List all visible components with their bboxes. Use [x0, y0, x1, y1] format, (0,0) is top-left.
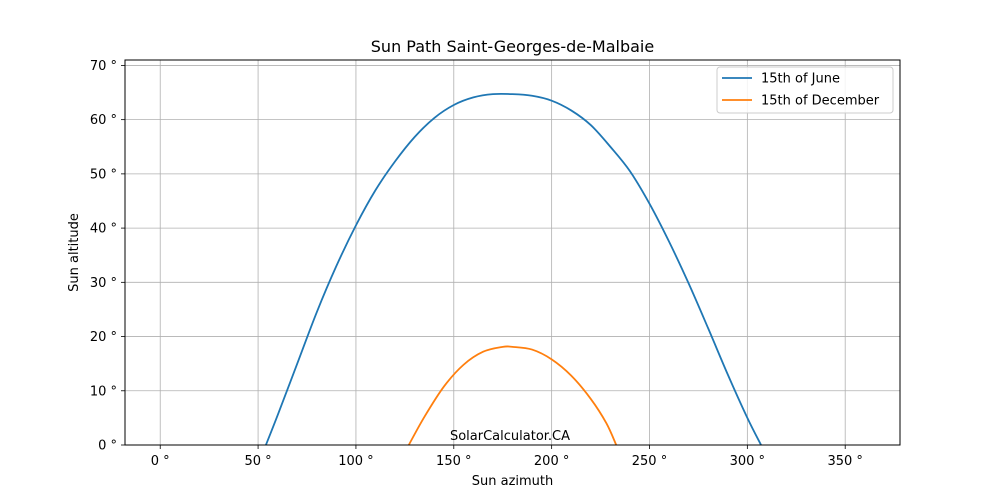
- y-tick-label: 40 °: [90, 222, 117, 237]
- x-tick-label: 250 °: [632, 454, 667, 469]
- y-tick-label: 60 °: [90, 113, 117, 128]
- axis-ticks: 0 ° 50 ° 100 ° 150 ° 200 ° 250 ° 300 ° 350 ° 0 °…: [90, 59, 863, 469]
- x-tick-label: 200 °: [534, 454, 569, 469]
- y-tick-label: 70 °: [90, 59, 117, 74]
- series-lines: [265, 92, 762, 446]
- legend: 15th of June 15th of December: [716, 66, 894, 114]
- legend-box: [716, 66, 894, 114]
- x-axis-label: Sun azimuth: [472, 474, 554, 489]
- y-tick-label: 0 °: [98, 439, 117, 454]
- x-tick-label: 100 °: [338, 454, 373, 469]
- x-tick-label: 300 °: [730, 454, 765, 469]
- watermark-text: SolarCalculator.CA: [450, 429, 570, 444]
- grid: [125, 60, 900, 446]
- legend-label: 15th of June: [761, 72, 840, 87]
- series-line-1: [265, 92, 762, 446]
- x-tick-label: 0 °: [151, 454, 170, 469]
- x-tick-label: 350 °: [827, 454, 862, 469]
- y-tick-label: 20 °: [90, 330, 117, 345]
- series-line-2: [407, 345, 618, 446]
- x-tick-label: 150 °: [436, 454, 471, 469]
- chart-title: Sun Path Saint-Georges-de-Malbaie: [371, 37, 654, 56]
- plot-frame: [124, 59, 901, 446]
- y-axis-label: Sun altitude: [67, 213, 82, 292]
- legend-label: 15th of December: [761, 94, 880, 109]
- y-tick-label: 50 °: [90, 167, 117, 182]
- y-tick-label: 30 °: [90, 276, 117, 291]
- y-tick-label: 10 °: [90, 384, 117, 399]
- x-tick-label: 50 °: [244, 454, 271, 469]
